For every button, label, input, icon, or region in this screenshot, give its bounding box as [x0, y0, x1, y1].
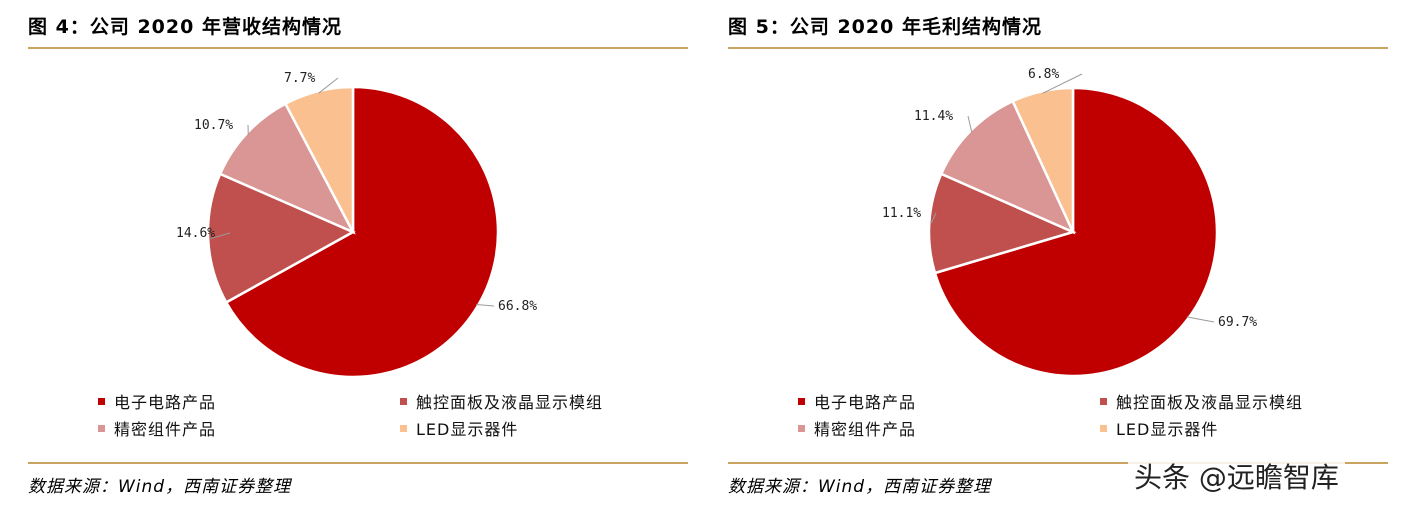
leader-line [318, 77, 339, 94]
pie-slice-4 [1011, 86, 1075, 233]
data-label: 10.7% [194, 118, 233, 133]
legend-swatch [1100, 425, 1107, 432]
pie-slice-3 [218, 102, 356, 235]
figure-title: 图 5：公司 2020 年毛利结构情况 [728, 16, 1042, 38]
legend-label: 精密组件产品 [114, 420, 216, 439]
pie-slice-2 [927, 172, 1077, 275]
pie-chart-revenue: 66.8% 14.6% 10.7% 7.7% 电子电路产品 触控面板及液晶显示模组精密组件… [98, 71, 603, 439]
data-label: 6.8% [1028, 67, 1059, 82]
leader-line [1186, 316, 1215, 323]
data-label: 11.4% [914, 109, 953, 124]
title-rule [28, 47, 688, 49]
data-label: 14.6% [176, 226, 215, 241]
legend-swatch [98, 425, 105, 432]
data-label: 7.7% [284, 71, 315, 86]
leader-line [1042, 73, 1083, 94]
data-label: 66.8% [498, 299, 537, 314]
source-rule [728, 462, 1388, 464]
legend-label: 触控面板及液晶显示模组 [1116, 393, 1303, 412]
legend-swatch [98, 398, 105, 405]
pie-chart-gross-profit: 69.7% 11.1% 11.4% 6.8% 电子电路产品 触控面板及液晶显示模组精密组件… [798, 67, 1303, 439]
figure-4-panel: 图 4：公司 2020 年营收结构情况 66.8% 14.6% 10.7% 7.7% 电… [28, 0, 688, 511]
leader-line [930, 212, 937, 224]
legend-swatch [400, 398, 407, 405]
data-label: 69.7% [1218, 315, 1257, 330]
legend-label: 电子电路产品 [114, 393, 216, 412]
figure-title: 图 4：公司 2020 年营收结构情况 [28, 16, 342, 38]
legend-label: 精密组件产品 [814, 420, 916, 439]
pie-slice-4 [283, 85, 355, 233]
legend-label: 触控面板及液晶显示模组 [416, 393, 603, 412]
legend-label: LED显示器件 [416, 420, 518, 439]
legend-swatch [798, 425, 805, 432]
source-note: 数据来源：Wind，西南证券整理 [728, 477, 992, 497]
title-rule [728, 47, 1388, 49]
leader-line [210, 232, 231, 240]
leader-line [476, 304, 495, 307]
source-note: 数据来源：Wind，西南证券整理 [28, 477, 292, 497]
legend-swatch [1100, 398, 1107, 405]
legend-label: 电子电路产品 [814, 393, 916, 412]
legend-swatch [798, 398, 805, 405]
leader-line [967, 115, 973, 133]
watermark: 头条 @远瞻智库 [1128, 456, 1345, 496]
data-label: 11.1% [882, 206, 921, 221]
source-rule [28, 462, 688, 464]
legend-swatch [400, 425, 407, 432]
pie-slice-2 [206, 172, 356, 305]
pie-slice-1 [224, 85, 500, 379]
pie-slice-3 [939, 99, 1076, 235]
figure-5-panel: 图 5：公司 2020 年毛利结构情况 69.7% 11.1% 11.4% 6.8% 电… [728, 0, 1388, 511]
legend-label: LED显示器件 [1116, 420, 1218, 439]
